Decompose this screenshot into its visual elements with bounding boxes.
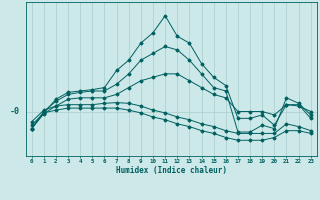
X-axis label: Humidex (Indice chaleur): Humidex (Indice chaleur) bbox=[116, 166, 227, 175]
Text: -0: -0 bbox=[10, 107, 20, 116]
